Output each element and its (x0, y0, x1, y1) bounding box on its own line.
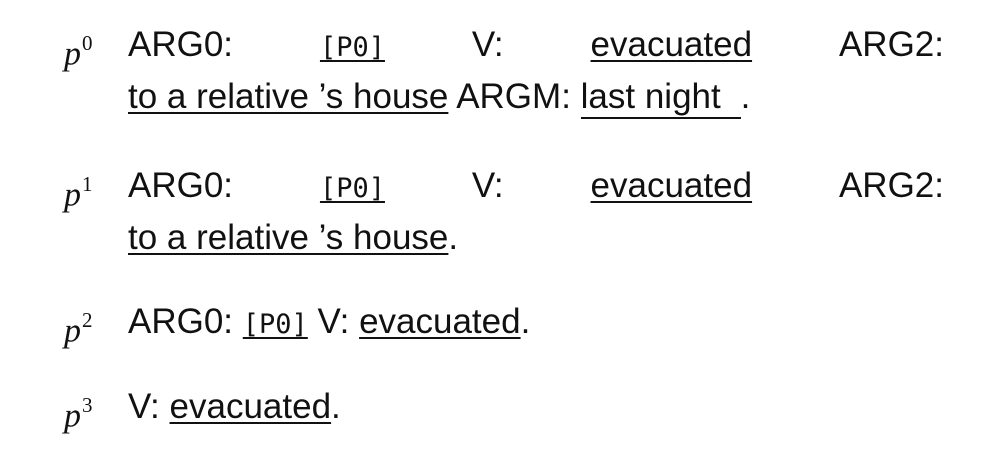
arg2-label: ARG2: (838, 25, 944, 64)
proposition-index: 1 (82, 172, 93, 196)
proposition-body: ARG0: [P0] V: evacuated. (128, 296, 944, 348)
arg2-value: to a relative ’s house (128, 77, 449, 116)
proposition-label: p1 (64, 172, 93, 214)
arg0-value: [P0] (319, 173, 385, 204)
proposition-label: p2 (64, 308, 93, 350)
v-value: evacuated (590, 166, 753, 205)
arg0-value: [P0] (242, 309, 308, 340)
proposition-body: ARG0: [P0] V: evacuated ARG2: to a relat… (128, 19, 944, 123)
proposition-p1: p1 ARG0: [P0] V: evacuated ARG2: to a re… (64, 160, 944, 270)
end-punct: . (740, 77, 751, 116)
proposition-label: p0 (64, 31, 93, 73)
proposition-line: ARG0: [P0] V: evacuated ARG2: (128, 160, 944, 212)
proposition-index: 0 (82, 31, 93, 55)
proposition-index: 3 (82, 393, 93, 417)
argm-label: ARGM: (456, 77, 571, 116)
arg0-label: ARG0: (128, 302, 234, 341)
proposition-line: to a relative ’s house ARGM: last night. (128, 71, 944, 123)
arg0-label: ARG0: (128, 25, 234, 64)
argm-value: last night (580, 77, 741, 119)
proposition-index: 2 (82, 308, 93, 332)
proposition-line: to a relative ’s house. (128, 212, 944, 264)
v-label: V: (471, 25, 504, 64)
proposition-line: V: evacuated. (128, 381, 944, 433)
arg0-value: [P0] (319, 32, 385, 63)
end-punct: . (448, 218, 459, 257)
v-value: evacuated (590, 25, 753, 64)
proposition-p2: p2 ARG0: [P0] V: evacuated. (64, 296, 944, 352)
v-label: V: (471, 166, 504, 205)
arg2-value: to a relative ’s house (128, 218, 449, 257)
v-value: evacuated (169, 387, 332, 426)
proposition-p3: p3 V: evacuated. (64, 381, 944, 437)
v-value: evacuated (359, 302, 521, 341)
v-label: V: (317, 302, 350, 341)
arg0-label: ARG0: (128, 166, 234, 205)
proposition-line: ARG0: [P0] V: evacuated. (128, 296, 944, 348)
proposition-line: ARG0: [P0] V: evacuated ARG2: (128, 19, 944, 71)
end-punct: . (520, 302, 531, 341)
v-label: V: (128, 387, 160, 426)
proposition-label: p3 (64, 393, 93, 435)
proposition-body: V: evacuated. (128, 381, 944, 433)
end-punct: . (331, 387, 341, 426)
proposition-p0: p0 ARG0: [P0] V: evacuated ARG2: to a re… (64, 19, 944, 129)
arg2-label: ARG2: (838, 166, 944, 205)
proposition-body: ARG0: [P0] V: evacuated ARG2: to a relat… (128, 160, 944, 264)
